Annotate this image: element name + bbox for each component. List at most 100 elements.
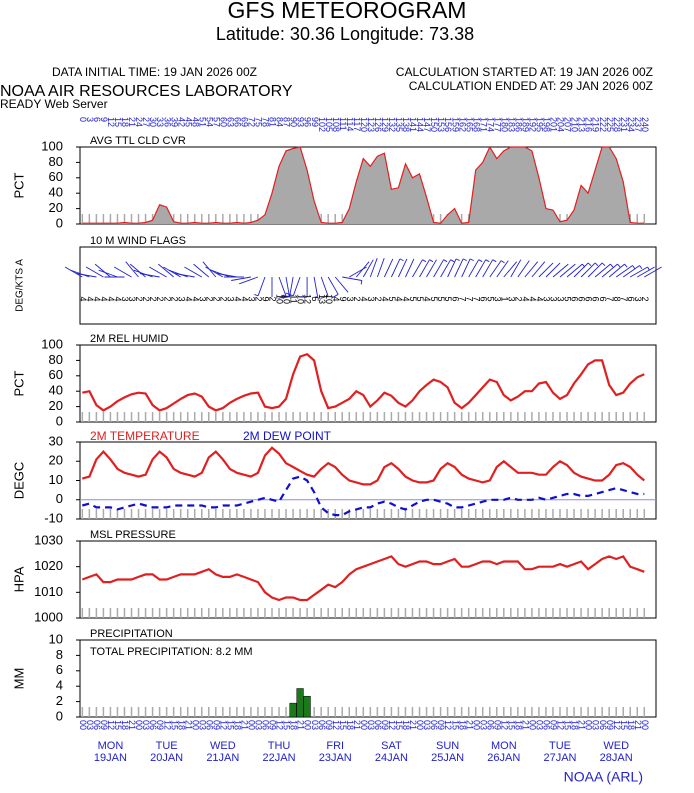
hour-label: 03 [310, 720, 320, 730]
date-label: 27JAN [543, 752, 576, 764]
forecast-hour-label: 204 [556, 117, 566, 132]
wind-speed-label: 10 [296, 294, 306, 304]
forecast-hour-label: 96 [303, 117, 313, 127]
y-axis-label: HPA [11, 566, 26, 592]
hour-label: 21 [408, 720, 418, 730]
wind-speed-label: 3 [127, 296, 137, 301]
hour-label: 18 [570, 720, 580, 730]
y-tick-label: 60 [49, 169, 63, 184]
date-label: 25JAN [431, 752, 464, 764]
hour-label: 09 [436, 720, 446, 730]
wind-speed-label: 2 [169, 296, 179, 301]
wind-speed-label: 6 [591, 296, 601, 301]
wind-speed-label: 4 [85, 296, 95, 301]
hour-label: 03 [197, 720, 207, 730]
hour-label: 03 [535, 720, 545, 730]
hour-label: 15 [338, 720, 348, 730]
hour-label: 00 [247, 720, 257, 730]
wind-barb [622, 265, 643, 278]
wind-speed-label: 3 [633, 296, 643, 301]
hour-label: 03 [85, 720, 95, 730]
forecast-hour-label: 180 [499, 117, 509, 132]
hour-label: 21 [183, 720, 193, 730]
calc-started: CALCULATION STARTED AT: 19 JAN 2026 00Z [396, 65, 653, 79]
forecast-hour-label: 195 [535, 117, 545, 132]
hour-label: 09 [380, 720, 390, 730]
wind-barb [168, 269, 188, 278]
wind-speed-label: 9 [338, 296, 348, 301]
wind-barb [76, 273, 97, 278]
wind-speed-label: 10 [282, 294, 292, 304]
wind-barb [85, 266, 104, 278]
y-tick-label: 8 [56, 647, 63, 662]
y-tick-label: 10 [49, 631, 63, 646]
wind-speed-label: 4 [331, 296, 341, 301]
day-label: MON [491, 740, 517, 752]
wind-speed-label: 5 [310, 296, 320, 301]
wind-barb [383, 258, 394, 278]
wind-barb [149, 266, 167, 278]
day-label: TUE [156, 740, 178, 752]
hour-label: 21 [633, 720, 643, 730]
forecast-hour-label: 105 [324, 117, 334, 132]
cloud-line [82, 145, 645, 224]
panel-title: AVG TTL CLD CVR [90, 135, 186, 147]
forecast-hour-label: 60 [218, 117, 228, 127]
hour-label: 03 [478, 720, 488, 730]
wind-speed-label: 4 [233, 296, 243, 301]
hour-label: 00 [78, 720, 88, 730]
hour-label: 00 [303, 720, 313, 730]
y-tick-label: 20 [49, 453, 63, 468]
forecast-hour-label: 192 [528, 117, 538, 132]
y-tick-label: 1010 [34, 584, 63, 599]
y-tick-label: 1030 [34, 532, 63, 547]
forecast-hour-label: 213 [577, 117, 587, 132]
forecast-hour-label: 39 [169, 117, 179, 127]
wind-speed-label: 4 [359, 296, 369, 301]
forecast-hour-label: 228 [612, 117, 622, 132]
y-axis-label: MM [11, 668, 26, 690]
forecast-hour-label: 78 [261, 117, 271, 127]
forecast-hour-label: 156 [443, 117, 453, 132]
day-label: SUN [436, 740, 459, 752]
forecast-hour-label: 171 [478, 117, 488, 132]
wind-barb [510, 259, 522, 278]
wind-barb [129, 263, 146, 278]
hour-label: 06 [373, 720, 383, 730]
hour-label: 12 [612, 720, 622, 730]
precip-total: TOTAL PRECIPITATION: 8.2 MM [90, 646, 253, 658]
wind-speed-label: 5 [415, 296, 425, 301]
wind-barb [193, 263, 210, 278]
wind-barb [254, 276, 266, 297]
forecast-hour-label: 129 [380, 117, 390, 132]
wind-speed-label: 2 [148, 296, 158, 301]
wind-speed-label: 7 [619, 296, 629, 301]
wind-speed-label: 5 [485, 296, 495, 301]
wind-speed-label: 4 [106, 296, 116, 301]
day-label: FRI [326, 740, 344, 752]
hour-label: 21 [352, 720, 362, 730]
wind-barb [440, 259, 455, 278]
forecast-hour-label: 102 [317, 117, 327, 132]
forecast-hour-label: 126 [373, 117, 383, 132]
forecast-hour-label: 222 [598, 117, 608, 132]
wind-speed-label: 2 [204, 296, 214, 301]
wind-barb [447, 258, 460, 278]
hour-label: 03 [141, 720, 151, 730]
forecast-hour-label: 36 [162, 117, 172, 127]
wind-speed-label: 13 [317, 294, 327, 304]
forecast-hour-label: 120 [359, 117, 369, 132]
hour-label: 00 [584, 720, 594, 730]
wind-speed-label: 5 [429, 296, 439, 301]
wind-speed-label: 7 [457, 296, 467, 301]
y-tick-label: -10 [44, 510, 63, 525]
forecast-hour-label: 189 [521, 117, 531, 132]
date-label: 19JAN [94, 752, 127, 764]
hour-label: 15 [169, 720, 179, 730]
legend-label: 2M DEW POINT [243, 429, 332, 443]
forecast-hour-label: 51 [197, 117, 207, 127]
hour-label: 15 [394, 720, 404, 730]
wind-speed-label: 4 [240, 296, 250, 301]
